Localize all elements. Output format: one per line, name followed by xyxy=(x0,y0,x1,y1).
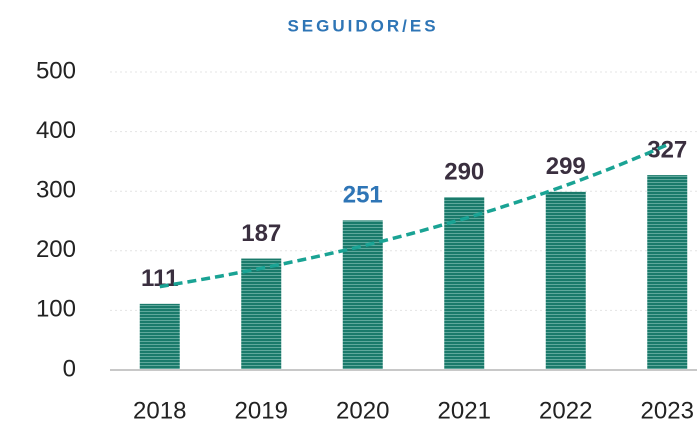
trendline xyxy=(159,143,668,289)
x-tick-label: 2021 xyxy=(438,397,491,424)
data-label: 327 xyxy=(647,136,687,163)
y-tick-label: 200 xyxy=(36,236,76,263)
data-label: 299 xyxy=(546,153,586,180)
data-label: 187 xyxy=(241,220,281,247)
data-label: 111 xyxy=(141,265,178,292)
bar xyxy=(139,303,180,370)
y-tick-label: 100 xyxy=(36,296,76,323)
y-tick-label: 0 xyxy=(63,355,76,382)
x-tick-label: 2018 xyxy=(133,397,186,424)
bar xyxy=(444,197,485,370)
y-tick-label: 500 xyxy=(36,57,76,84)
bar xyxy=(647,175,688,370)
y-tick-label: 300 xyxy=(36,177,76,204)
data-label: 251 xyxy=(343,182,383,209)
bar xyxy=(545,191,586,370)
x-tick-label: 2020 xyxy=(336,397,389,424)
chart-title: SEGUIDOR/ES xyxy=(287,16,438,35)
bar xyxy=(342,220,383,370)
data-label: 290 xyxy=(444,159,484,186)
bar xyxy=(241,258,282,370)
x-tick-label: 2019 xyxy=(235,397,288,424)
x-tick-label: 2023 xyxy=(641,397,694,424)
x-tick-label: 2022 xyxy=(539,397,592,424)
y-tick-label: 400 xyxy=(36,117,76,144)
